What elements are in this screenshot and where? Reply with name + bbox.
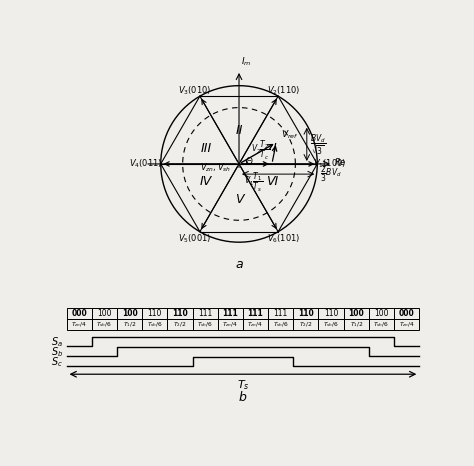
Bar — [192, 308, 218, 320]
Bar — [369, 320, 394, 330]
Text: $T_2/2$: $T_2/2$ — [299, 320, 313, 329]
Bar — [293, 308, 319, 320]
Text: 111: 111 — [247, 309, 264, 318]
Text: $\dfrac{BV_d}{\sqrt{3}}$: $\dfrac{BV_d}{\sqrt{3}}$ — [310, 132, 326, 157]
Bar — [344, 320, 369, 330]
Text: $V_3$(010): $V_3$(010) — [178, 84, 211, 97]
Text: Re: Re — [335, 158, 346, 167]
Bar — [243, 308, 268, 320]
Text: II: II — [235, 124, 243, 137]
Bar — [394, 308, 419, 320]
Text: 100: 100 — [122, 309, 137, 318]
Text: $T_{zn}/4$: $T_{zn}/4$ — [247, 320, 264, 329]
Text: $T_{sh}/6$: $T_{sh}/6$ — [147, 320, 163, 329]
Text: I: I — [273, 142, 276, 155]
Text: $T_2/2$: $T_2/2$ — [173, 320, 187, 329]
Bar — [394, 320, 419, 330]
Text: b: b — [239, 391, 247, 404]
Bar — [92, 320, 117, 330]
Text: $T_{zn}/4$: $T_{zn}/4$ — [222, 320, 238, 329]
Bar — [319, 320, 344, 330]
Text: 100: 100 — [97, 309, 112, 318]
Bar — [218, 320, 243, 330]
Text: 100: 100 — [374, 309, 389, 318]
Text: 000: 000 — [399, 309, 415, 318]
Text: $T_1/2$: $T_1/2$ — [123, 320, 137, 329]
Text: 110: 110 — [172, 309, 188, 318]
Text: $V_2$(110): $V_2$(110) — [267, 84, 301, 97]
Text: $T_{sh}/6$: $T_{sh}/6$ — [374, 320, 390, 329]
Bar — [142, 320, 167, 330]
Text: $T_{sh}/6$: $T_{sh}/6$ — [96, 320, 112, 329]
Text: $V_{zn},V_{sh}$: $V_{zn},V_{sh}$ — [200, 162, 231, 174]
Text: $\dfrac{2}{3}BV_d$: $\dfrac{2}{3}BV_d$ — [319, 164, 341, 185]
Text: IV: IV — [200, 175, 212, 188]
Bar — [268, 320, 293, 330]
Text: VI: VI — [266, 175, 278, 188]
Text: 111: 111 — [273, 309, 288, 318]
Bar — [66, 308, 92, 320]
Text: $S_c$: $S_c$ — [51, 355, 63, 369]
Text: 110: 110 — [324, 309, 338, 318]
Text: $V_2\dfrac{T_2}{T_c}$: $V_2\dfrac{T_2}{T_c}$ — [251, 138, 270, 162]
Bar — [218, 308, 243, 320]
Text: 100: 100 — [348, 309, 364, 318]
Text: $S_b$: $S_b$ — [51, 345, 63, 359]
Bar — [117, 320, 142, 330]
Text: 000: 000 — [71, 309, 87, 318]
Text: $T_s$: $T_s$ — [237, 378, 249, 392]
Text: $V_5$(001): $V_5$(001) — [178, 233, 211, 245]
Text: 111: 111 — [198, 309, 212, 318]
Text: V: V — [235, 192, 243, 206]
Text: $T_{sh}/6$: $T_{sh}/6$ — [323, 320, 339, 329]
Bar — [167, 320, 192, 330]
Text: $\Theta$: $\Theta$ — [245, 155, 254, 166]
Bar — [344, 308, 369, 320]
Text: III: III — [201, 142, 212, 155]
Text: $T_{zn}/4$: $T_{zn}/4$ — [399, 320, 415, 329]
Text: $V_1\dfrac{T_1}{T_s}$: $V_1\dfrac{T_1}{T_s}$ — [244, 170, 264, 193]
Bar — [268, 308, 293, 320]
Bar — [117, 308, 142, 320]
Text: $V_4$(011): $V_4$(011) — [129, 158, 163, 170]
Bar — [167, 308, 192, 320]
Bar — [66, 320, 92, 330]
Text: $V_1$(100): $V_1$(100) — [313, 158, 346, 170]
Bar — [192, 320, 218, 330]
Text: $S_a$: $S_a$ — [51, 335, 63, 349]
Bar — [92, 308, 117, 320]
Bar — [142, 308, 167, 320]
Text: 110: 110 — [147, 309, 162, 318]
Text: $I_m$: $I_m$ — [241, 56, 252, 69]
Bar — [293, 320, 319, 330]
Text: $V_6$(101): $V_6$(101) — [267, 233, 301, 245]
Text: a: a — [235, 258, 243, 271]
Bar — [369, 308, 394, 320]
Text: $T_{zn}/4$: $T_{zn}/4$ — [71, 320, 87, 329]
Text: $T_{sh}/6$: $T_{sh}/6$ — [197, 320, 213, 329]
Text: $V_{ref}$: $V_{ref}$ — [281, 128, 299, 141]
Bar — [319, 308, 344, 320]
Bar — [243, 320, 268, 330]
Text: 110: 110 — [298, 309, 314, 318]
Text: $T_1/2$: $T_1/2$ — [349, 320, 363, 329]
Text: 111: 111 — [222, 309, 238, 318]
Text: $T_{sh}/6$: $T_{sh}/6$ — [273, 320, 289, 329]
